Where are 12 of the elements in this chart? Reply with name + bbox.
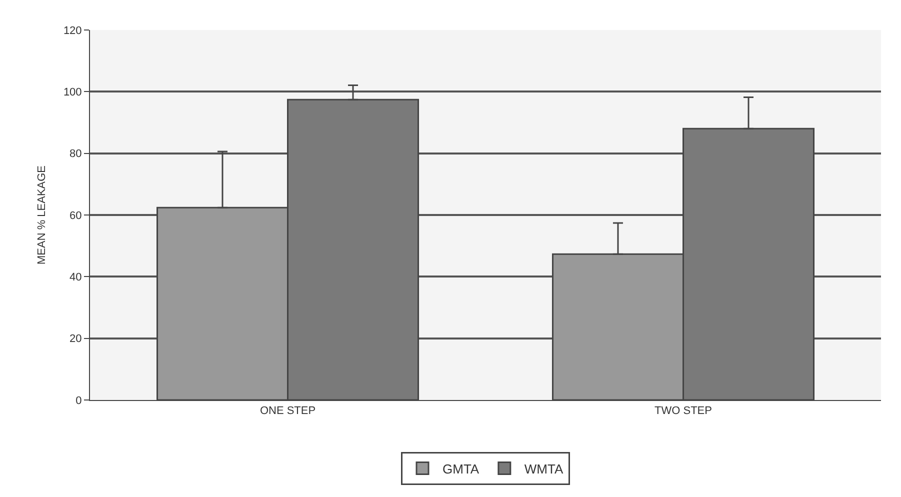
y-tick-label: 120 (63, 24, 82, 37)
y-axis-title: MEAN % LEAKAGE (36, 165, 48, 265)
y-tick-label: 100 (63, 86, 82, 99)
x-tick-label: ONE STEP (260, 405, 316, 418)
y-tick-label: 40 (70, 272, 82, 284)
y-tick-label: 20 (70, 333, 82, 346)
y-tick-label: 0 (76, 394, 82, 407)
y-tick-label: 60 (70, 210, 82, 222)
x-tick-label: TWO STEP (654, 405, 712, 418)
legend-label: WMTA (524, 461, 564, 476)
y-tick-label: 80 (70, 148, 82, 160)
legend-label: GMTA (442, 461, 480, 476)
